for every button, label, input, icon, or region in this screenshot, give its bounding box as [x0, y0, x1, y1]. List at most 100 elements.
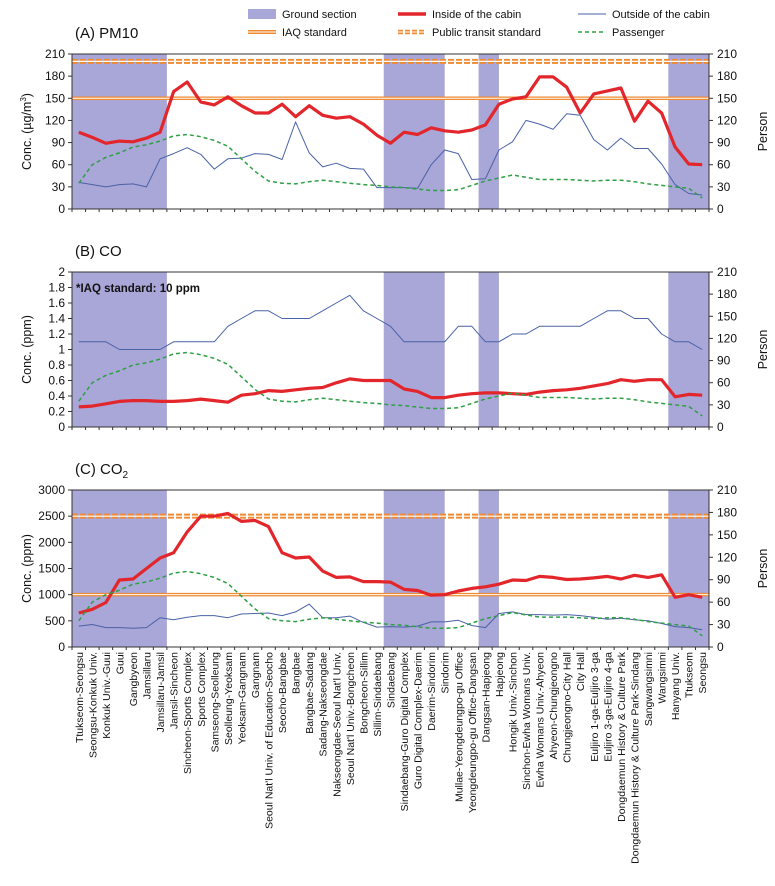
left-tick-label: 1000 [38, 588, 65, 602]
left-tick-label: 210 [45, 47, 65, 61]
station-label: Yeoksam-Gangnam [236, 652, 248, 745]
right-tick-label: 0 [717, 640, 724, 654]
y-axis-label: Conc. (ppm) [20, 315, 34, 384]
station-label: Guro Digital Complex-Daerim [413, 652, 425, 789]
station-label: Jamsillaru-Jamsil [155, 652, 167, 733]
left-tick-label: 0.2 [48, 405, 65, 419]
ground-section-3 [478, 490, 499, 647]
right-tick-label: 150 [717, 309, 737, 323]
station-label: Konkuk Univ.-Guui [101, 652, 113, 739]
legend-item-outside: Outside of the cabin [578, 9, 710, 21]
station-label: Sindaebang-Guro Digital Complex [399, 651, 411, 811]
ground-section-4 [668, 54, 709, 209]
station-label: Sindorim [440, 652, 452, 694]
station-label: City Hall [575, 652, 587, 691]
station-label: Seongsu-Konkuk Univ. [87, 652, 99, 758]
left-tick-label: 150 [45, 91, 65, 105]
station-label: Hongik Univ.-Sinchon [508, 652, 520, 752]
station-label: Mullae-Yeongdeungpo-gu Office [453, 652, 465, 802]
legend: Ground section Inside of the cabin Outside… [248, 9, 710, 39]
station-label: Wangsimni [657, 652, 669, 704]
station-label: Daerim-Sindorim [426, 652, 438, 731]
left-tick-label: 1.8 [48, 281, 65, 295]
station-label: Seoul Nat'l Univ. of Education-Seocho [264, 652, 276, 829]
station-label: Hapjeong [494, 652, 506, 697]
legend-item-ground: Ground section [248, 9, 357, 21]
left-tick-label: 60 [52, 158, 66, 172]
x-axis-station-labels: Ttukseom-Seongsu Seongsu-Konkuk Univ. Konk… [74, 651, 709, 864]
right-tick-label: 210 [717, 483, 737, 497]
station-label: Sangwangsimni [643, 652, 655, 726]
panel-title: (B) CO [75, 243, 122, 260]
left-tick-label: 0.4 [48, 389, 65, 403]
panel-3: 0 500 1000 1500 2000 2500 3000 0 30 60 90 120 150 180… [20, 461, 770, 654]
legend-item-inside: Inside of the cabin [398, 9, 521, 21]
panel-1: 0 30 60 90 120 150 180 210 0 30 60 90 120 150 180 210 (A… [19, 25, 770, 216]
legend-label-transit: Public transit standard [432, 27, 541, 39]
series-outside-line [78, 113, 703, 196]
station-label: Dongdaemun History & Culture Park [616, 651, 628, 822]
y-axis-label: Conc. (µg/m3) [19, 93, 34, 170]
right-tick-label: 150 [717, 528, 737, 542]
panel-title: (A) PM10 [75, 25, 138, 42]
panel-2: 00.20.40.60.811.21.41.61.820306090120150… [20, 243, 770, 434]
station-label: Sadang-Nakseongdae [318, 652, 330, 757]
legend-label-outside: Outside of the cabin [612, 9, 710, 21]
right-tick-label: 30 [717, 618, 731, 632]
legend-label-ground: Ground section [282, 9, 357, 21]
ground-section-2 [383, 490, 445, 647]
left-tick-label: 1 [58, 343, 65, 357]
station-label: Sillim-Sindaebang [372, 652, 384, 737]
legend-swatch-ground [248, 9, 276, 19]
right-tick-label: 0 [717, 420, 724, 434]
y2-axis-label: Person [756, 112, 770, 152]
ground-section-2 [383, 272, 445, 427]
legend-item-iaq: IAQ standard [248, 27, 347, 39]
ground-section-1 [72, 54, 167, 209]
legend-label-passenger: Passenger [612, 27, 665, 39]
legend-item-transit: Public transit standard [398, 27, 541, 39]
station-label: Ttukseom [684, 652, 696, 698]
right-tick-label: 30 [717, 398, 731, 412]
right-tick-label: 60 [717, 376, 731, 390]
series-outside-line [78, 294, 703, 350]
right-tick-label: 0 [717, 202, 724, 216]
station-label: Dangsan-Hapjeong [480, 652, 492, 743]
right-tick-label: 120 [717, 550, 737, 564]
station-label: Ttukseom-Seongsu [74, 652, 86, 743]
station-label: Seocho-Bangbae [277, 652, 289, 733]
left-tick-label: 90 [52, 136, 66, 150]
station-label: Sports Complex [196, 651, 208, 726]
legend-item-passenger: Passenger [578, 27, 665, 39]
station-label: Hanyang Univ. [670, 652, 682, 720]
left-tick-label: 0.6 [48, 374, 65, 388]
legend-label-inside: Inside of the cabin [432, 9, 521, 21]
station-label: Chungjeongno-City Hall [562, 652, 574, 763]
annotation: *IAQ standard: 10 ppm [76, 283, 200, 295]
ground-section-4 [668, 272, 709, 427]
left-tick-label: 1.2 [48, 327, 65, 341]
left-tick-label: 180 [45, 69, 65, 83]
y2-axis-label: Person [756, 549, 770, 589]
plot-frame [71, 53, 710, 210]
series-passenger-line [78, 570, 703, 637]
station-label: Seolleung-Yeoksam [223, 652, 235, 745]
right-tick-label: 90 [717, 136, 731, 150]
station-label: Guui [114, 652, 126, 674]
left-tick-label: 1.4 [48, 312, 65, 326]
station-label: Euljiro 1-ga-Euljiro 3-ga [589, 652, 601, 762]
station-label: Seongsu [697, 652, 709, 694]
station-label: Sinchon-Ewha Womans Univ. [521, 652, 533, 790]
right-tick-label: 150 [717, 91, 737, 105]
right-tick-label: 120 [717, 331, 737, 345]
right-tick-label: 120 [717, 113, 737, 127]
station-label: Bangbae [291, 652, 303, 694]
legend-label-iaq: IAQ standard [282, 27, 347, 39]
ground-section-2 [383, 54, 445, 209]
station-label: Ahyeon-Chungjeongno [548, 652, 560, 760]
left-tick-label: 1500 [38, 562, 65, 576]
ground-section-3 [478, 54, 499, 209]
left-tick-label: 2000 [38, 535, 65, 549]
series-inside-line [78, 75, 703, 167]
station-label: Sindaebang [386, 652, 398, 708]
